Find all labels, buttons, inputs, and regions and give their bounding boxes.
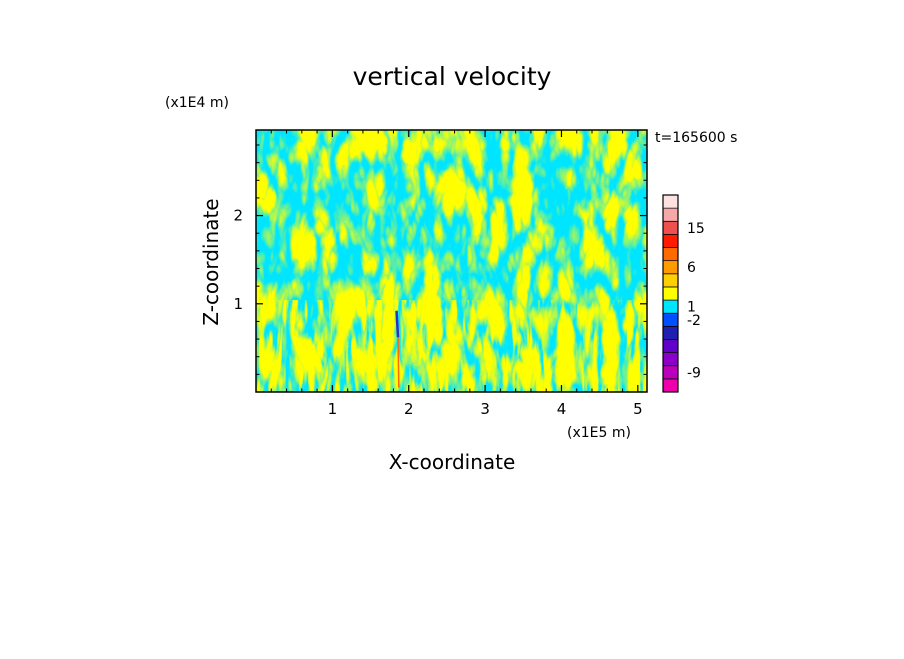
colorbar-swatch — [662, 325, 679, 340]
x-tick-label: 3 — [480, 400, 490, 418]
field-positive-streaks — [256, 300, 647, 392]
x-tick-label: 2 — [404, 400, 414, 418]
x-axis-title: X-coordinate — [389, 450, 516, 474]
downdraft-core-mark — [395, 310, 400, 338]
x-unit-label: (x1E5 m) — [567, 425, 631, 441]
x-tick-label: 1 — [328, 400, 338, 418]
colorbar-swatch — [662, 207, 679, 222]
y-tick-label: 1 — [233, 295, 243, 313]
colorbar-swatch — [662, 194, 679, 209]
colorbar-label: -9 — [687, 365, 701, 381]
colorbar-swatch — [662, 273, 679, 288]
colorbar-swatch — [662, 352, 679, 367]
y-unit-label: (x1E4 m) — [165, 95, 229, 111]
x-tick-label: 4 — [557, 400, 567, 418]
colorbar-swatch — [662, 378, 679, 393]
colorbar-label: 1 — [687, 300, 696, 316]
colorbar-label: 15 — [687, 221, 705, 237]
time-label: t=165600 s — [655, 130, 737, 146]
colorbar-swatch — [662, 234, 679, 248]
colorbar-swatch — [662, 247, 679, 262]
x-tick-label: 5 — [633, 400, 643, 418]
colorbar-swatch — [662, 286, 679, 301]
colorbar-swatch — [662, 365, 679, 380]
plot-frame — [255, 129, 648, 393]
updraft-core-mark — [397, 337, 400, 388]
y-tick-label: 2 — [233, 207, 243, 225]
colorbar-label: 6 — [687, 260, 696, 276]
colorbar-swatch — [662, 339, 679, 353]
colorbar-swatch — [662, 260, 679, 275]
velocity-field — [256, 130, 647, 392]
colorbar-frame — [662, 194, 679, 393]
colorbar: -9 -21 6 15 — [662, 194, 705, 393]
colorbar-swatch — [662, 299, 679, 314]
y-axis-title: Z-coordinate — [199, 198, 223, 325]
colorbar-label: -2 — [687, 313, 701, 329]
colorbar-swatch — [662, 220, 679, 235]
axes: 1 2 3 4 5 1 2 — [233, 130, 647, 418]
chart-title: vertical velocity — [353, 62, 552, 91]
colorbar-swatch — [662, 312, 679, 327]
